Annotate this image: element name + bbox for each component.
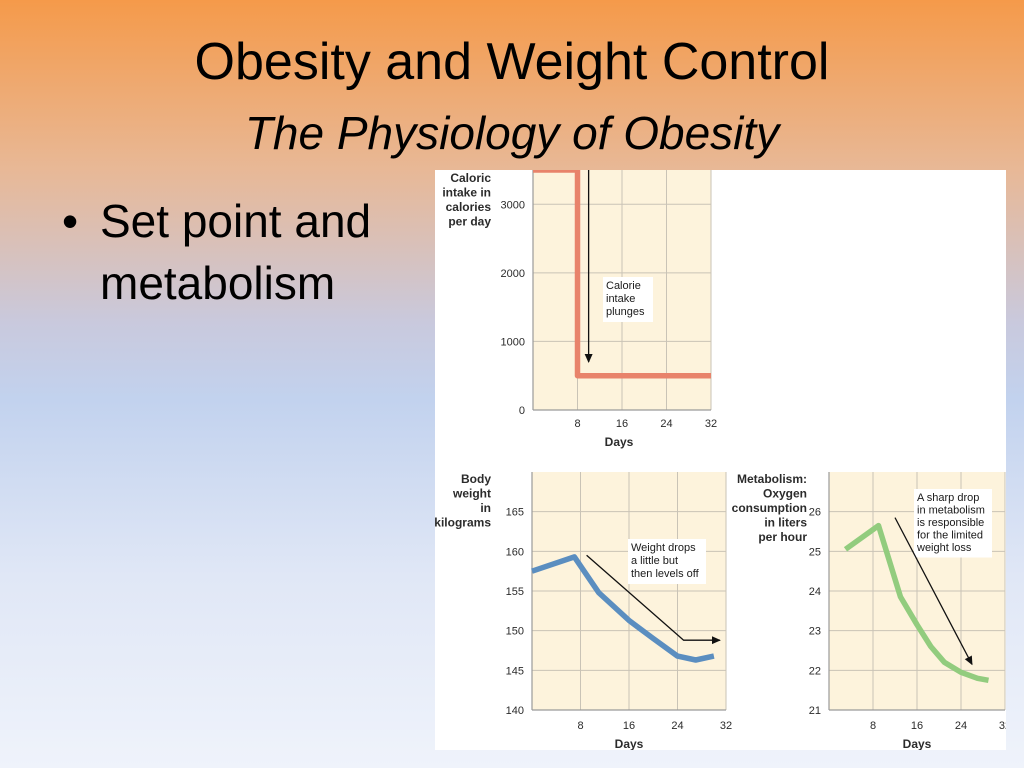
x-tick-label: 24 [671, 720, 683, 732]
x-tick-label: 32 [705, 418, 717, 430]
y-tick-label: 24 [809, 586, 821, 598]
x-tick-label: 8 [574, 418, 580, 430]
x-tick-label: 16 [616, 418, 628, 430]
series-line [533, 170, 711, 379]
chart-2: 8 16 24 32 140 145 150 155 160 165 Days Bodyweighti… [435, 472, 732, 750]
x-tick-label: 24 [660, 418, 672, 430]
y-tick-label: 145 [506, 665, 524, 677]
annotation-arrow [586, 554, 721, 645]
y-tick-label: 21 [809, 705, 821, 717]
x-tick-label: 32 [999, 720, 1006, 732]
bullet-item: • Set point and metabolism [62, 190, 422, 314]
x-tick-label: 8 [870, 720, 876, 732]
y-axis-label-line: Oxygen [763, 487, 807, 501]
y-tick-label: 1000 [501, 336, 525, 348]
y-tick-label: 150 [506, 626, 524, 638]
figure-panel: 8 16 24 32 0 1000 2000 3000 Days Caloric intake in… [435, 170, 1006, 750]
y-tick-label: 2000 [501, 268, 525, 280]
y-tick-label: 0 [519, 405, 525, 417]
annotation-text-line: is responsible [917, 517, 984, 529]
annotation-text-line: plunges [606, 306, 645, 318]
x-tick-label: 32 [720, 720, 732, 732]
y-axis-label-line: kilograms [435, 516, 491, 530]
y-axis-label-line: in liters [764, 516, 807, 530]
y-axis-label-line: consumption [732, 501, 807, 515]
y-tick-label: 25 [809, 546, 821, 558]
bullet-list: • Set point and metabolism [62, 190, 422, 314]
slide-title: Obesity and Weight Control [194, 33, 830, 91]
y-axis-label-line: weight [452, 487, 491, 501]
x-axis-label: Days [903, 737, 932, 750]
series-line [843, 522, 989, 684]
annotation-text-line: Calorie [606, 280, 641, 292]
y-tick-label: 26 [809, 507, 821, 519]
chart-3: 8 16 24 32 21 22 23 24 25 26 Days Metabolism:Oxygen… [732, 472, 1006, 750]
x-tick-label: 16 [911, 720, 923, 732]
annotation-box [914, 489, 992, 558]
slide-subtitle: The Physiology of Obesity [244, 107, 780, 159]
bullet-marker: • [62, 195, 79, 247]
annotation-text-line: weight loss [916, 542, 972, 554]
y-tick-label: 23 [809, 626, 821, 638]
annotation-text-line: a little but [631, 555, 678, 567]
annotation-text-line: A sharp drop [917, 492, 979, 504]
y-axis-label-line: per hour [758, 530, 807, 544]
y-tick-label: 140 [506, 705, 524, 717]
annotation-text-line: intake [606, 293, 635, 305]
annotation-text-line: in metabolism [917, 505, 985, 517]
y-tick-label: 155 [506, 586, 524, 598]
y-axis-label-line: intake in [442, 186, 491, 200]
y-tick-label: 165 [506, 507, 524, 519]
bullet-text: Set point and metabolism [100, 195, 372, 309]
annotation-text-line: then levels off [631, 568, 700, 580]
annotation-box [603, 277, 653, 322]
y-axis-label-line: Caloric [450, 171, 491, 185]
annotation-box [628, 539, 706, 584]
y-tick-label: 160 [506, 546, 524, 558]
y-axis-label-line: Metabolism: [737, 472, 807, 486]
y-axis-label-line: calories [446, 200, 492, 214]
annotation-text-line: for the limited [917, 530, 983, 542]
x-tick-label: 8 [577, 720, 583, 732]
y-tick-label: 3000 [501, 199, 525, 211]
annotation-text-line: Weight drops [631, 542, 696, 554]
y-axis-label-line: per day [448, 215, 491, 229]
y-axis-label-line: in [480, 501, 491, 515]
x-tick-label: 16 [623, 720, 635, 732]
annotation-arrow [894, 517, 973, 666]
y-tick-label: 22 [809, 665, 821, 677]
x-tick-label: 24 [955, 720, 967, 732]
x-axis-label: Days [605, 435, 634, 449]
y-axis-label-line: Body [461, 472, 491, 486]
x-axis-label: Days [615, 737, 644, 750]
series-line [531, 554, 715, 663]
